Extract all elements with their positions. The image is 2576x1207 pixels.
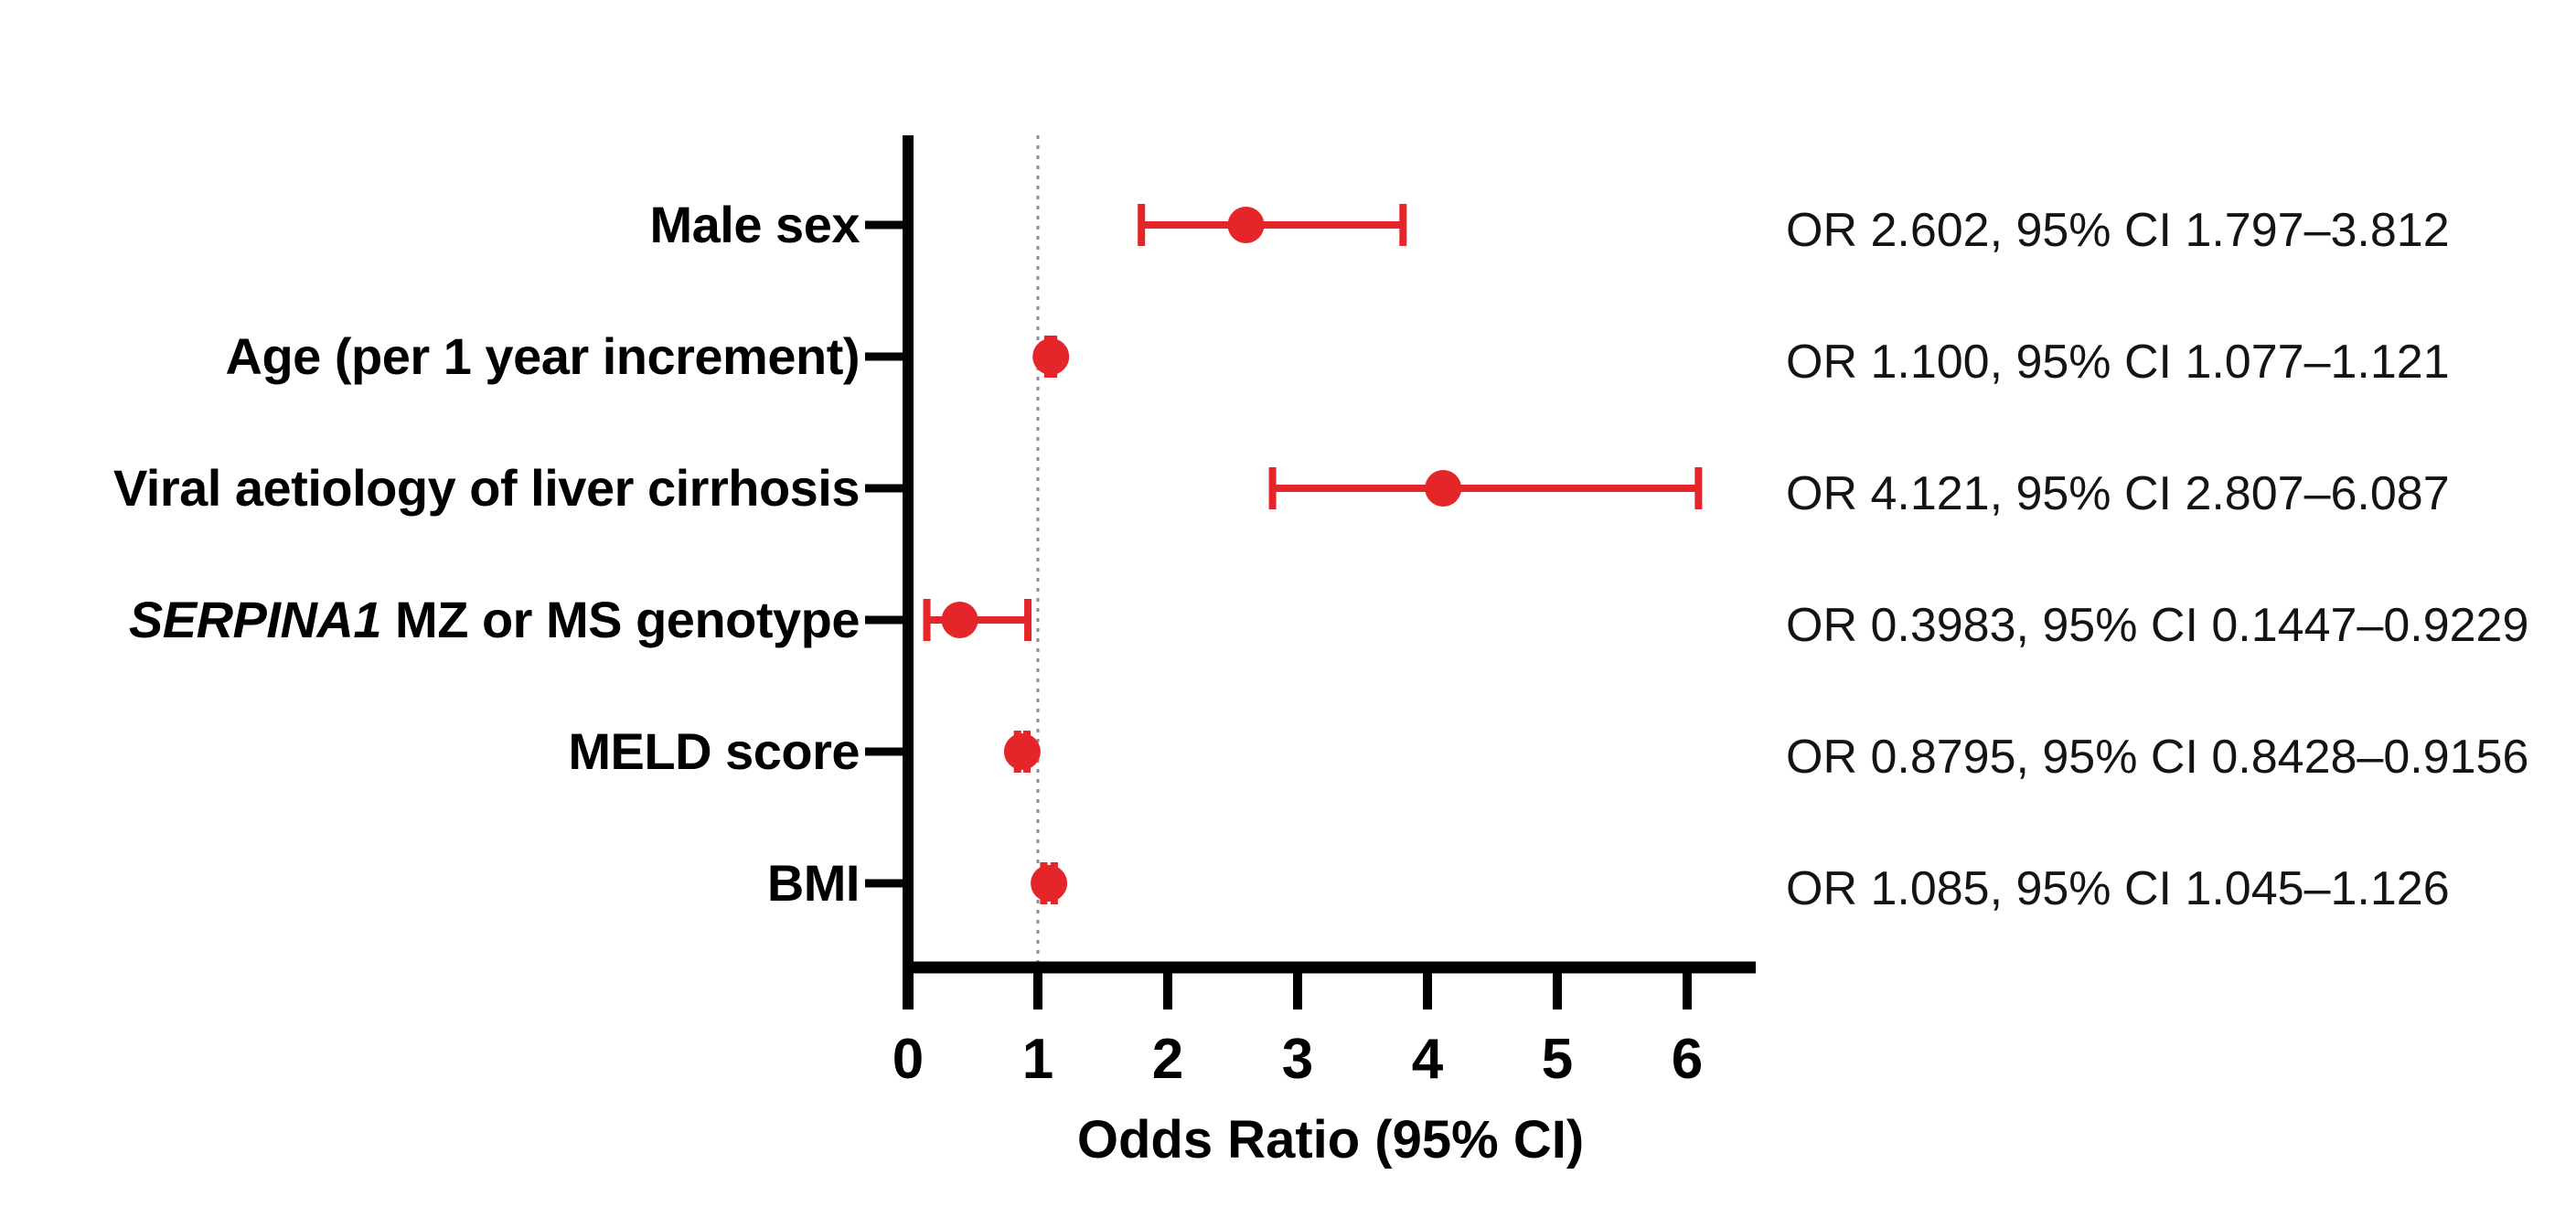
or-dot	[941, 602, 978, 638]
row-label-text: MELD score	[568, 722, 860, 780]
x-tick-label: 0	[892, 1028, 925, 1091]
x-tick-label: 2	[1151, 1028, 1184, 1091]
or-dot	[1031, 865, 1068, 902]
row-label: MELD score	[0, 726, 860, 777]
x-tick-label: 6	[1671, 1028, 1704, 1091]
or-ci-annotation: OR 0.3983, 95% CI 0.1447–0.9229	[1786, 599, 2529, 652]
x-tick-label: 4	[1411, 1028, 1444, 1091]
row-label: Male sex	[0, 199, 860, 251]
x-tick-label: 1	[1021, 1028, 1054, 1091]
row-label-text: MZ or MS genotype	[381, 591, 860, 648]
row-label-text: Viral aetiology of liver cirrhosis	[112, 459, 860, 517]
or-ci-annotation: OR 2.602, 95% CI 1.797–3.812	[1786, 204, 2450, 257]
or-ci-annotation: OR 4.121, 95% CI 2.807–6.087	[1786, 467, 2450, 520]
or-ci-annotation: OR 0.8795, 95% CI 0.8428–0.9156	[1786, 731, 2529, 784]
or-ci-annotation: OR 1.085, 95% CI 1.045–1.126	[1786, 862, 2450, 915]
row-label-text: Male sex	[649, 196, 860, 253]
row-label: BMI	[0, 858, 860, 909]
or-ci-annotation: OR 1.100, 95% CI 1.077–1.121	[1786, 336, 2450, 389]
or-dot	[1032, 338, 1070, 375]
row-label: Viral aetiology of liver cirrhosis	[0, 463, 860, 514]
row-label-italic-part: SERPINA1	[128, 591, 382, 648]
x-tick-label: 5	[1541, 1028, 1574, 1091]
row-label: SERPINA1 MZ or MS genotype	[0, 594, 860, 646]
row-label-text: Age (per 1 year increment)	[225, 327, 860, 385]
x-tick-label: 3	[1281, 1028, 1314, 1091]
x-axis-title: Odds Ratio (95% CI)	[1076, 1110, 1585, 1170]
or-dot	[1425, 470, 1462, 507]
or-dot	[1227, 207, 1265, 243]
or-dot	[1003, 733, 1041, 770]
row-label: Age (per 1 year increment)	[0, 331, 860, 382]
row-label-text: BMI	[766, 854, 860, 912]
